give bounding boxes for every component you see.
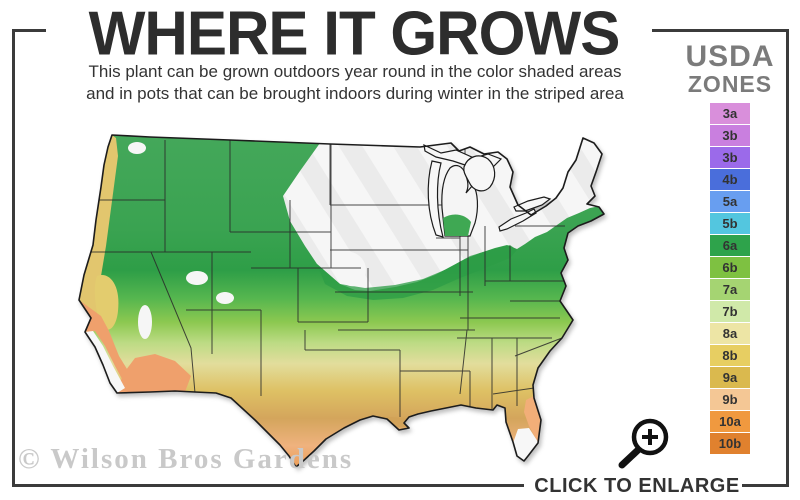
usda-zones-legend: USDA ZONES 3a 3b 3b 4b 5a 5b 6a 6b 7a 7b 8a 8b 9a 9b 1… bbox=[676, 42, 784, 455]
zone-chip-3b: 3b bbox=[710, 125, 750, 147]
utah-white-patch bbox=[216, 292, 234, 304]
usa-map-svg bbox=[78, 134, 605, 468]
southwest-salmon-band bbox=[117, 354, 191, 393]
subtitle: This plant can be grown outdoors year ro… bbox=[55, 61, 655, 105]
zone-chip-6a: 6a bbox=[710, 235, 750, 257]
frame-top-right-segment bbox=[652, 29, 789, 32]
pacific-coast-gold-strip bbox=[79, 135, 118, 332]
zone-chip-3a: 3a bbox=[710, 103, 750, 125]
zone-chip-4b: 4b bbox=[710, 169, 750, 191]
legend-title-zones: ZONES bbox=[687, 71, 773, 97]
zone-chip-6b: 6b bbox=[710, 257, 750, 279]
frame-bottom-right-segment bbox=[742, 484, 789, 487]
great-lakes bbox=[423, 143, 552, 238]
magnifier-plus-icon[interactable] bbox=[608, 407, 678, 473]
frame-left-border bbox=[12, 29, 15, 487]
subtitle-line-1: This plant can be grown outdoors year ro… bbox=[88, 62, 622, 81]
click-to-enlarge-label[interactable]: CLICK TO ENLARGE bbox=[534, 475, 740, 497]
zone-chip-7b: 7b bbox=[710, 301, 750, 323]
sierra-white-patch bbox=[138, 305, 152, 339]
frame-right-border bbox=[786, 29, 789, 487]
zone-chip-8b: 8b bbox=[710, 345, 750, 367]
zone-chip-9b: 9b bbox=[710, 389, 750, 411]
zone-chip-8a: 8a bbox=[710, 323, 750, 345]
legend-title-usda: USDA bbox=[685, 40, 775, 73]
california-salmon-coast bbox=[79, 300, 135, 388]
deep-green-band bbox=[317, 245, 517, 300]
frame-bottom-left-segment bbox=[12, 484, 524, 487]
frame-top-left-segment bbox=[12, 29, 46, 32]
zone-chip-7a: 7a bbox=[710, 279, 750, 301]
zone-chip-5a: 5a bbox=[710, 191, 750, 213]
michigan-green-patch bbox=[443, 214, 471, 236]
zone-chip-10b: 10b bbox=[710, 433, 750, 455]
usa-outline bbox=[78, 134, 605, 468]
lake-michigan bbox=[427, 160, 444, 238]
lake-erie bbox=[498, 208, 537, 232]
usa-zone-map[interactable] bbox=[55, 126, 615, 476]
rockies-white-patch bbox=[334, 251, 366, 287]
subtitle-line-2: and in pots that can be brought indoors … bbox=[86, 83, 624, 103]
page-title: WHERE IT GROWS bbox=[88, 0, 621, 69]
zone-chip-3b: 3b bbox=[710, 147, 750, 169]
south-florida-white-tip bbox=[513, 428, 538, 461]
lake-ontario bbox=[513, 196, 552, 212]
zone-chip-5b: 5b bbox=[710, 213, 750, 235]
zone-chip-list: 3a 3b 3b 4b 5a 5b 6a 6b 7a 7b 8a 8b 9a 9b 10a 10b bbox=[676, 103, 784, 455]
zone-chip-10a: 10a bbox=[710, 411, 750, 433]
cascades-white-patch bbox=[128, 142, 146, 154]
nevada-white-patch bbox=[186, 271, 208, 285]
lake-huron bbox=[463, 155, 496, 192]
zone-chip-9a: 9a bbox=[710, 367, 750, 389]
watermark: © Wilson Bros Gardens bbox=[18, 443, 354, 475]
